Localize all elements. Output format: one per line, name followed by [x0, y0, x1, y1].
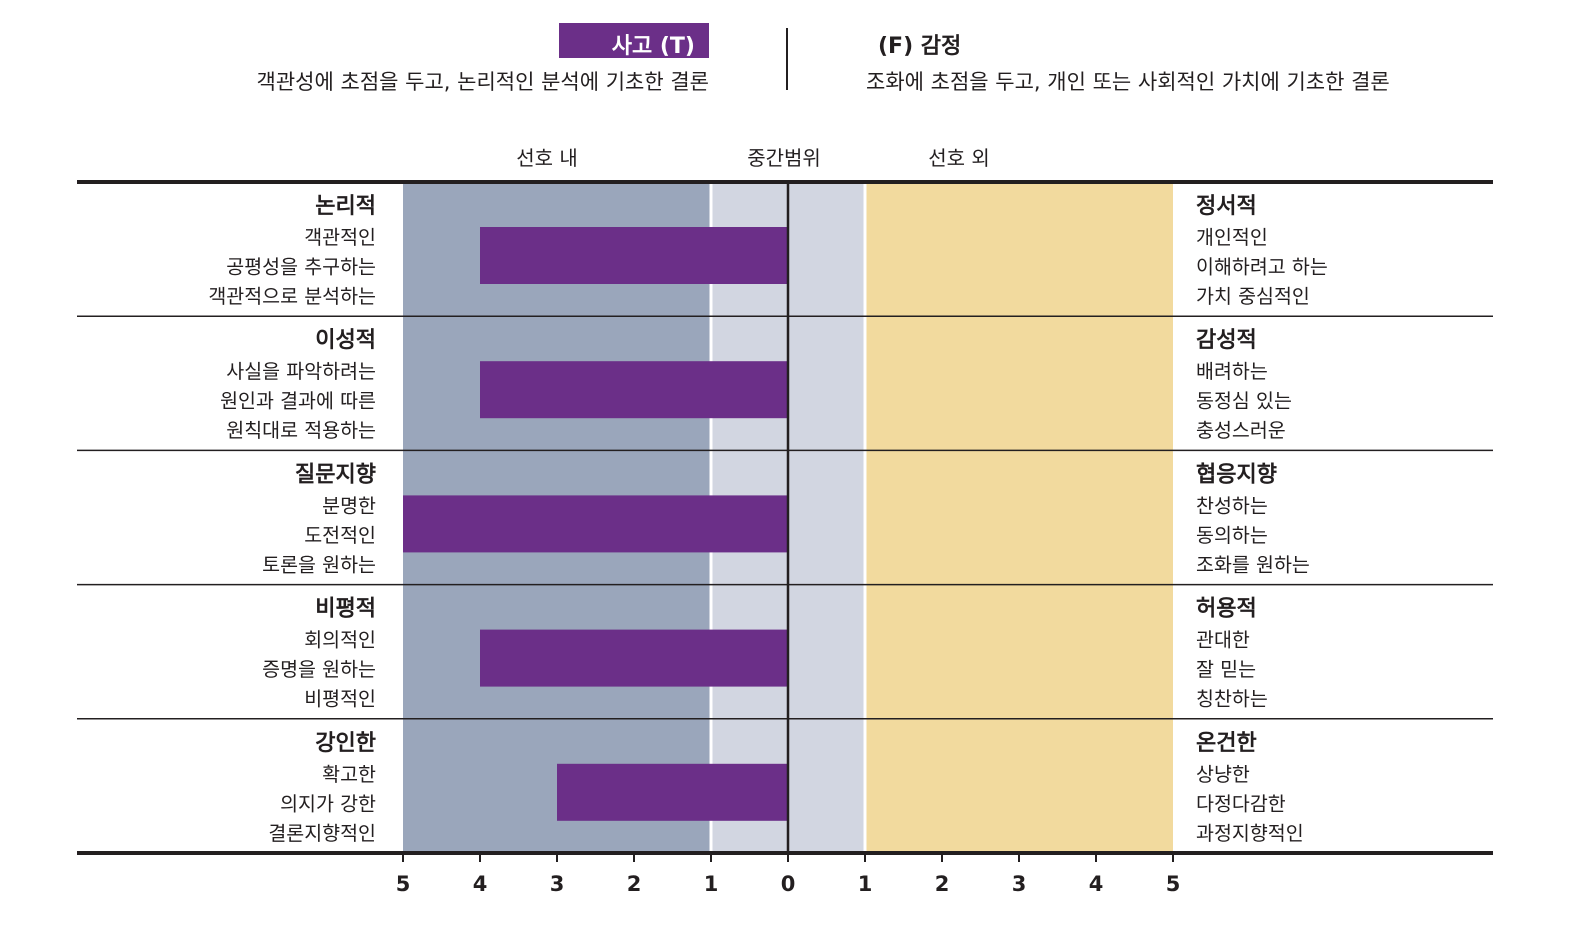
- right-trait-item: 상냥한: [1196, 763, 1250, 786]
- bar-4: [480, 629, 788, 687]
- right-trait-title: 허용적: [1196, 597, 1257, 622]
- left-trait-title: 비평적: [315, 597, 376, 622]
- x-tick-label: 4: [473, 872, 488, 896]
- zone-out-preference: [865, 182, 1173, 853]
- right-trait-title: 협응지향: [1196, 462, 1277, 487]
- bar-2: [480, 361, 788, 419]
- left-trait-item: 비평적인: [304, 688, 376, 711]
- right-trait-item: 가치 중심적인: [1196, 285, 1310, 308]
- right-trait-item: 충성스러운: [1196, 419, 1286, 442]
- left-trait-item: 공평성을 추구하는: [226, 256, 376, 279]
- right-trait-item: 관대한: [1196, 629, 1250, 652]
- zone-label-out: 선호 외: [928, 146, 990, 170]
- left-trait-item: 회의적인: [304, 629, 376, 652]
- x-tick-label: 2: [627, 872, 642, 896]
- left-trait-item: 객관적으로 분석하는: [208, 285, 376, 308]
- left-trait-item: 원칙대로 적용하는: [226, 419, 376, 442]
- left-trait-item: 사실을 파악하려는: [226, 360, 376, 383]
- right-trait-title: 온건한: [1196, 731, 1257, 756]
- x-tick-label: 3: [1012, 872, 1027, 896]
- left-trait-item: 도전적인: [304, 524, 376, 547]
- left-trait-title: 이성적: [315, 328, 376, 353]
- right-trait-item: 칭찬하는: [1196, 688, 1268, 711]
- feeling-description: 조화에 초점을 두고, 개인 또는 사회적인 가치에 기초한 결론: [866, 70, 1390, 94]
- right-trait-item: 조화를 원하는: [1196, 553, 1310, 576]
- left-trait-title: 강인한: [315, 731, 376, 756]
- x-tick-label: 5: [396, 872, 411, 896]
- right-trait-item: 동정심 있는: [1196, 390, 1292, 413]
- right-trait-item: 잘 믿는: [1196, 658, 1256, 681]
- x-tick-label: 2: [935, 872, 950, 896]
- thinking-description: 객관성에 초점을 두고, 논리적인 분석에 기초한 결론: [256, 70, 709, 94]
- right-trait-item: 과정지향적인: [1196, 822, 1304, 845]
- left-trait-title: 논리적: [315, 194, 376, 219]
- left-trait-item: 분명한: [322, 494, 376, 517]
- right-trait-item: 동의하는: [1196, 524, 1268, 547]
- left-trait-item: 의지가 강한: [280, 792, 376, 815]
- feeling-title: (F) 감정: [878, 34, 962, 59]
- right-trait-title: 감성적: [1196, 328, 1257, 353]
- left-trait-item: 결론지향적인: [268, 822, 376, 845]
- thinking-badge-label: 사고 (T): [611, 34, 695, 59]
- right-trait-item: 개인적인: [1196, 226, 1268, 249]
- left-trait-item: 원인과 결과에 따른: [220, 390, 376, 413]
- x-tick-label: 5: [1166, 872, 1181, 896]
- bar-5: [557, 763, 788, 821]
- right-trait-item: 배려하는: [1196, 360, 1268, 383]
- x-tick-label: 1: [858, 872, 873, 896]
- left-trait-item: 증명을 원하는: [262, 658, 376, 681]
- right-trait-item: 찬성하는: [1196, 494, 1268, 517]
- right-trait-title: 정서적: [1196, 194, 1257, 219]
- bar-3: [403, 495, 788, 553]
- right-trait-item: 이해하려고 하는: [1196, 256, 1328, 279]
- zone-label-middle: 중간범위: [747, 146, 821, 170]
- bar-1: [480, 227, 788, 284]
- left-trait-title: 질문지향: [295, 462, 376, 487]
- left-trait-item: 객관적인: [304, 226, 376, 249]
- left-trait-item: 토론을 원하는: [262, 553, 376, 576]
- right-trait-item: 다정다감한: [1196, 792, 1286, 815]
- x-tick-label: 1: [704, 872, 719, 896]
- header-divider: [786, 28, 788, 90]
- x-tick-label: 0: [781, 872, 796, 896]
- x-tick-label: 3: [550, 872, 565, 896]
- thinking-badge: 사고 (T): [559, 23, 709, 59]
- x-tick-label: 4: [1089, 872, 1104, 896]
- left-trait-item: 확고한: [322, 763, 376, 786]
- zone-label-in: 선호 내: [516, 146, 578, 170]
